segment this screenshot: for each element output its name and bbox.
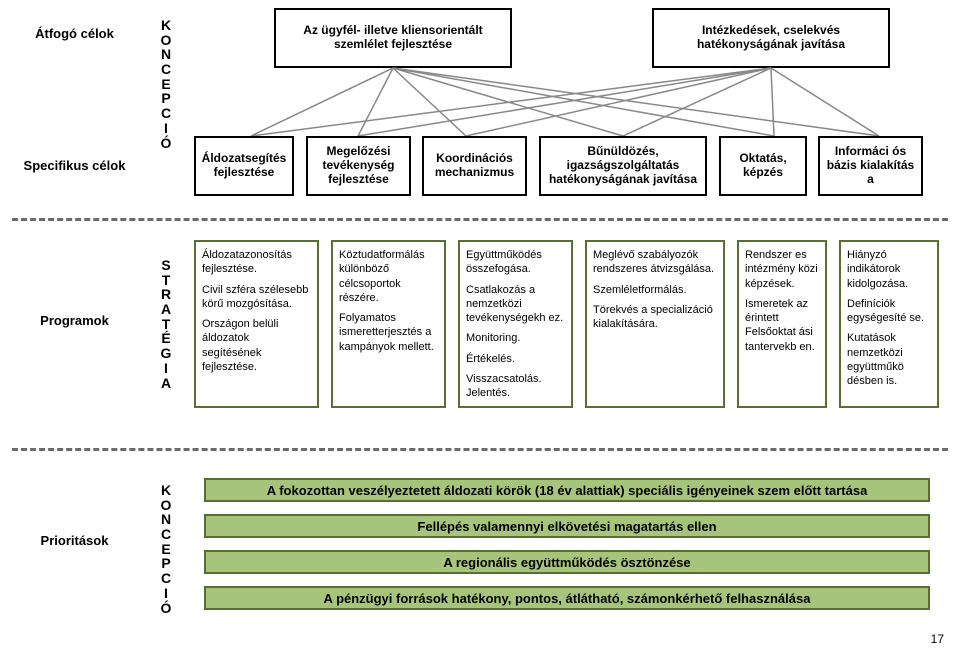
goal-top-right: Intézkedések, cselekvés hatékonyságának … <box>652 8 890 68</box>
separator-2 <box>12 448 948 451</box>
spec-goal-4: Bűnüldözés, igazságszolgáltatás hatékony… <box>539 136 707 196</box>
priority-3: A regionális együttműködés ösztönzése <box>204 550 930 574</box>
label-programok: Programok <box>12 313 137 328</box>
vertical-strategia: STRATÉGIA <box>158 258 174 390</box>
program-2: Köztudatformálás különböző célcsoportok … <box>331 240 446 408</box>
label-atfogo-celok: Átfogó célok <box>12 26 137 41</box>
spec-goal-3: Koordinációs mechanizmus <box>422 136 527 196</box>
spec-goal-1: Áldozatsegítés fejlesztése <box>194 136 294 196</box>
priority-4: A pénzügyi források hatékony, pontos, át… <box>204 586 930 610</box>
spec-goal-5: Oktatás, képzés <box>719 136 807 196</box>
goal-top-left: Az ügyfél- illetve kliensorientált szeml… <box>274 8 512 68</box>
program-1: Áldozatazonosítás fejlesztése. Civil szf… <box>194 240 319 408</box>
vertical-koncepcio-top: KONCEPCIÓ <box>158 18 174 150</box>
program-5: Rendszer es intézmény közi képzések. Ism… <box>737 240 827 408</box>
spec-goal-6: Informáci ós bázis kialakítás a <box>818 136 923 196</box>
spec-goal-2: Megelőzési tevékenység fejlesztése <box>306 136 411 196</box>
program-3: Együttműködés összefogása. Csatlakozás a… <box>458 240 573 408</box>
page-number: 17 <box>931 632 944 646</box>
priority-2: Fellépés valamennyi elkövetési magatartá… <box>204 514 930 538</box>
vertical-koncepcio-bottom: KONCEPCIÓ <box>158 483 174 615</box>
separator-1 <box>12 218 948 221</box>
priority-1: A fokozottan veszélyeztetett áldozati kö… <box>204 478 930 502</box>
program-4: Meglévő szabályozók rendszeres átvizsgál… <box>585 240 725 408</box>
program-6: Hiányzó indikátorok kidolgozása. Definíc… <box>839 240 939 408</box>
label-specifikus-celok: Specifikus célok <box>12 158 137 173</box>
label-prioritasok: Prioritások <box>12 533 137 548</box>
